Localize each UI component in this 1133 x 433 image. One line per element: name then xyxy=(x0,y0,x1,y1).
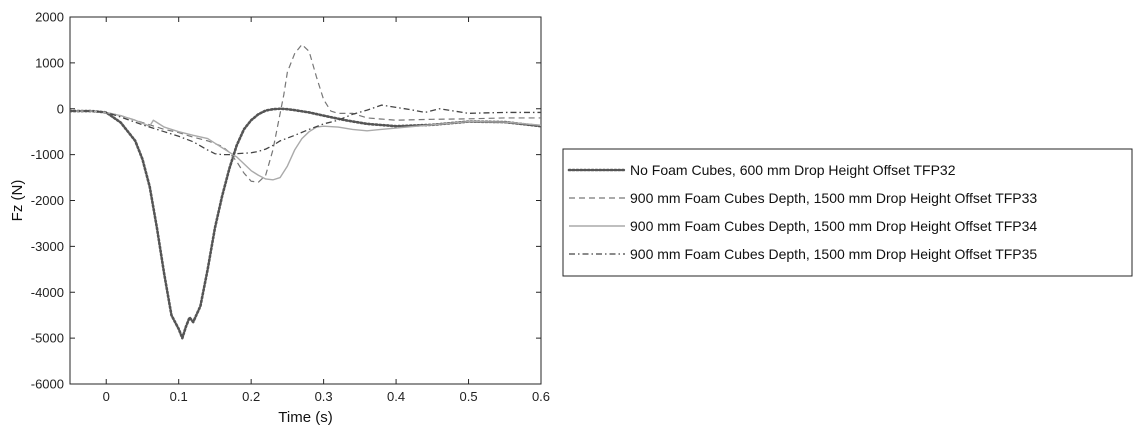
legend-label-3: 900 mm Foam Cubes Depth, 1500 mm Drop He… xyxy=(630,218,1037,234)
x-axis-label: Time (s) xyxy=(278,409,332,426)
series-line-2 xyxy=(70,43,541,183)
legend: No Foam Cubes, 600 mm Drop Height Offset… xyxy=(562,148,1133,277)
x-tick-label: 0.5 xyxy=(459,389,477,404)
x-tick-label: 0.1 xyxy=(170,389,188,404)
plot-area xyxy=(69,16,542,385)
legend-label-4: 900 mm Foam Cubes Depth, 1500 mm Drop He… xyxy=(630,246,1037,262)
x-tick-label: 0.6 xyxy=(532,389,550,404)
series-line-4 xyxy=(70,104,541,156)
legend-label-2: 900 mm Foam Cubes Depth, 1500 mm Drop He… xyxy=(630,190,1037,206)
series-line-3 xyxy=(70,110,541,181)
y-tick-label: -6000 xyxy=(31,377,64,392)
x-tick-label: 0.3 xyxy=(315,389,333,404)
x-tick-label: 0.4 xyxy=(387,389,405,404)
legend-box xyxy=(562,148,1133,277)
y-axis-label: Fz (N) xyxy=(9,180,26,222)
y-tick-label: -2000 xyxy=(31,193,64,208)
y-tick-label: -3000 xyxy=(31,239,64,254)
y-tick-label: 1000 xyxy=(35,55,64,70)
legend-label-1: No Foam Cubes, 600 mm Drop Height Offset… xyxy=(630,162,956,178)
y-tick-label: 2000 xyxy=(35,10,64,25)
y-tick-label: -1000 xyxy=(31,147,64,162)
series-lines xyxy=(70,43,541,340)
x-tick-label: 0 xyxy=(103,389,110,404)
series-line-1 xyxy=(70,107,541,340)
x-tick-label: 0.2 xyxy=(242,389,260,404)
y-tick-label: 0 xyxy=(57,101,64,116)
y-tick-label: -4000 xyxy=(31,285,64,300)
y-tick-label: -5000 xyxy=(31,331,64,346)
axis-ticks: 0 0.1 0.2 0.3 0.4 0.5 0.6 2000 1000 0 -1000 -2000 -3… xyxy=(31,10,550,405)
